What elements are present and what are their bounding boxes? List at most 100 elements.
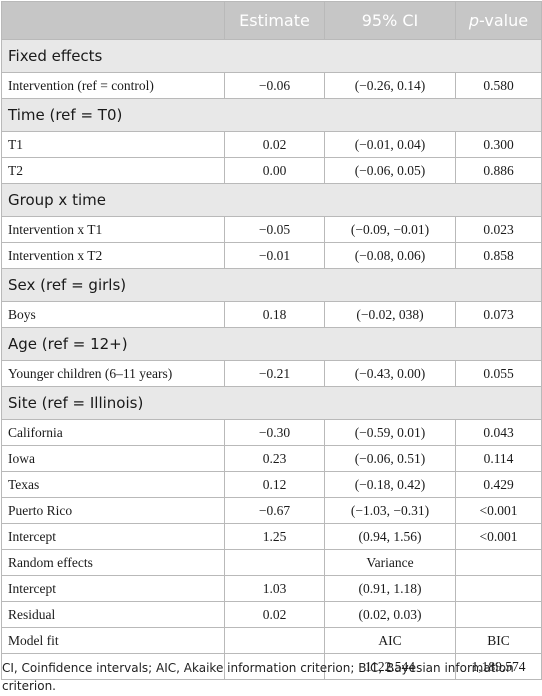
row-p-value: 0.858 [455, 242, 542, 269]
row-estimate: 0.18 [224, 301, 325, 328]
row-ci: (−0.02, 038) [324, 301, 456, 328]
row-estimate: 0.02 [224, 131, 325, 158]
row-p-value: 0.073 [455, 301, 542, 328]
section-time: Time (ref = T0) [1, 98, 542, 132]
row-p-value [455, 601, 542, 628]
row-label: California [1, 419, 225, 446]
row-label: Puerto Rico [1, 497, 225, 524]
results-table: Estimate 95% CI p-value Fixed effects In… [1, 1, 542, 680]
row-p-value: 0.429 [455, 471, 542, 498]
section-row: Age (ref = 12+) [1, 327, 542, 361]
section-row: Site (ref = Illinois) [1, 386, 542, 420]
table-row: Boys 0.18 (−0.02, 038) 0.073 [1, 301, 542, 328]
row-p-value: 0.114 [455, 445, 542, 472]
table-row: Intercept 1.03 (0.91, 1.18) [1, 575, 542, 602]
row-p-value: 0.300 [455, 131, 542, 158]
row-estimate [224, 627, 325, 654]
row-estimate: 1.03 [224, 575, 325, 602]
row-p-value [455, 575, 542, 602]
row-label: Model fit [1, 627, 225, 654]
row-estimate: 0.02 [224, 601, 325, 628]
table-row: Iowa 0.23 (−0.06, 0.51) 0.114 [1, 445, 542, 472]
row-p-value: 0.023 [455, 216, 542, 243]
row-ci: (−0.01, 0.04) [324, 131, 456, 158]
row-ci: (−0.06, 0.05) [324, 157, 456, 184]
table-row: Intervention x T2 −0.01 (−0.08, 0.06) 0.… [1, 242, 542, 269]
row-p-value: 0.043 [455, 419, 542, 446]
table-row: California −0.30 (−0.59, 0.01) 0.043 [1, 419, 542, 446]
section-row: Fixed effects [1, 39, 542, 73]
table-footnote: CI, Coinfidence intervals; AIC, Akaike i… [2, 661, 514, 693]
row-estimate [224, 549, 325, 576]
row-ci: (0.94, 1.56) [324, 523, 456, 550]
section-age: Age (ref = 12+) [1, 327, 542, 361]
row-label: T2 [1, 157, 225, 184]
table-row: Intercept 1.25 (0.94, 1.56) <0.001 [1, 523, 542, 550]
row-p-value: <0.001 [455, 523, 542, 550]
row-estimate: 0.23 [224, 445, 325, 472]
row-estimate: −0.21 [224, 360, 325, 387]
row-ci: (−0.08, 0.06) [324, 242, 456, 269]
row-estimate: 0.12 [224, 471, 325, 498]
header-p-italic: p [468, 11, 480, 30]
header-p-rest: -value [479, 11, 529, 30]
row-ci: (−0.43, 0.00) [324, 360, 456, 387]
header-ci: 95% CI [324, 1, 456, 40]
row-estimate: −0.30 [224, 419, 325, 446]
row-label [1, 653, 225, 680]
row-p-value [455, 549, 542, 576]
row-ci: 1122.544 [324, 653, 456, 680]
table-row: Texas 0.12 (−0.18, 0.42) 0.429 [1, 471, 542, 498]
row-estimate: 0.00 [224, 157, 325, 184]
row-label: Random effects [1, 549, 225, 576]
table-row: Intervention x T1 −0.05 (−0.09, −0.01) 0… [1, 216, 542, 243]
row-label: Iowa [1, 445, 225, 472]
row-label: Intercept [1, 575, 225, 602]
row-p-value: <0.001 [455, 497, 542, 524]
row-label: Intervention (ref = control) [1, 72, 225, 99]
row-estimate: −0.05 [224, 216, 325, 243]
header-p-value: p-value [455, 1, 542, 40]
row-label: Boys [1, 301, 225, 328]
table-row: Residual 0.02 (0.02, 0.03) [1, 601, 542, 628]
row-label: Texas [1, 471, 225, 498]
row-label: T1 [1, 131, 225, 158]
row-ci: AIC [324, 627, 456, 654]
header-estimate: Estimate [224, 1, 325, 40]
table-row: Random effects Variance [1, 549, 542, 576]
section-sex: Sex (ref = girls) [1, 268, 542, 302]
row-ci: (−0.59, 0.01) [324, 419, 456, 446]
row-ci: (0.91, 1.18) [324, 575, 456, 602]
row-estimate: −0.67 [224, 497, 325, 524]
row-p-value: 0.055 [455, 360, 542, 387]
row-p-value: BIC [455, 627, 542, 654]
row-label: Residual [1, 601, 225, 628]
row-p-value: 0.580 [455, 72, 542, 99]
row-estimate [224, 653, 325, 680]
row-p-value: 1,189.574 [455, 653, 542, 680]
row-p-value: 0.886 [455, 157, 542, 184]
row-ci: Variance [324, 549, 456, 576]
row-label: Intercept [1, 523, 225, 550]
row-ci: (−0.09, −0.01) [324, 216, 456, 243]
row-label: Intervention x T2 [1, 242, 225, 269]
section-row: Sex (ref = girls) [1, 268, 542, 302]
table-row: Model fit AIC BIC [1, 627, 542, 654]
table-row: T2 0.00 (−0.06, 0.05) 0.886 [1, 157, 542, 184]
row-estimate: 1.25 [224, 523, 325, 550]
header-row: Estimate 95% CI p-value [1, 1, 542, 40]
row-ci: (−0.18, 0.42) [324, 471, 456, 498]
table-row: T1 0.02 (−0.01, 0.04) 0.300 [1, 131, 542, 158]
header-empty [1, 1, 225, 40]
section-fixed-effects: Fixed effects [1, 39, 542, 73]
row-ci: (0.02, 0.03) [324, 601, 456, 628]
row-label: Intervention x T1 [1, 216, 225, 243]
row-ci: (−0.26, 0.14) [324, 72, 456, 99]
section-group-time: Group x time [1, 183, 542, 217]
row-estimate: −0.01 [224, 242, 325, 269]
table-row: Intervention (ref = control) −0.06 (−0.2… [1, 72, 542, 99]
table-row: Younger children (6–11 years) −0.21 (−0.… [1, 360, 542, 387]
row-ci: (−0.06, 0.51) [324, 445, 456, 472]
section-site: Site (ref = Illinois) [1, 386, 542, 420]
section-row: Group x time [1, 183, 542, 217]
